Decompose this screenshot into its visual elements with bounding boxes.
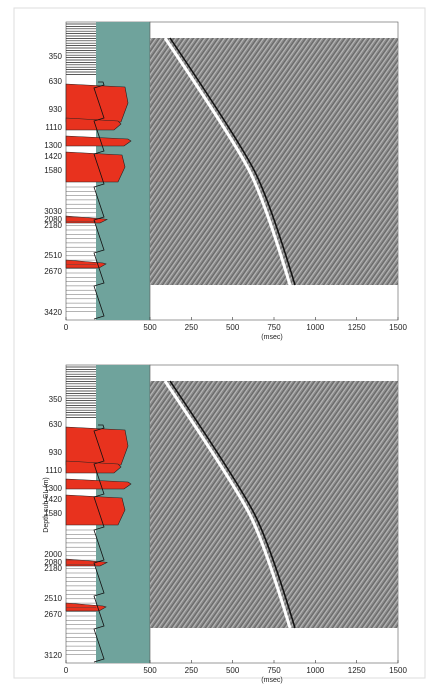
depth-label: 3420 xyxy=(44,308,62,317)
depth-label: 1110 xyxy=(45,123,62,132)
depth-label: 350 xyxy=(49,52,63,61)
x-tick-label: 750 xyxy=(267,666,281,675)
x-tick-label: 250 xyxy=(185,323,199,332)
depth-label: 930 xyxy=(49,448,63,457)
x-tick-label: 0 xyxy=(64,666,69,675)
seismic-data xyxy=(150,38,398,285)
page: 3506309301110130014201580303020802180251… xyxy=(0,0,439,686)
log-red xyxy=(66,495,125,525)
depth-label: 1420 xyxy=(44,152,62,161)
x-tick-label: 1500 xyxy=(389,323,407,332)
x-tick-label: 1500 xyxy=(389,666,407,675)
panel: 3506309301110130014201580303020802180251… xyxy=(44,22,407,341)
x-tick-label: 1250 xyxy=(348,666,366,675)
depth-label: 2670 xyxy=(44,267,62,276)
depth-label: 2670 xyxy=(44,610,62,619)
figure: 3506309301110130014201580303020802180251… xyxy=(0,0,439,686)
x-tick-label: 500 xyxy=(226,323,240,332)
depth-label: 930 xyxy=(49,105,63,114)
x-tick-label: 0 xyxy=(64,323,69,332)
x-tick-label: 1250 xyxy=(348,323,366,332)
depth-label: 2510 xyxy=(44,251,62,260)
depth-label: 1580 xyxy=(44,166,62,175)
x-tick-label: 500 xyxy=(143,323,157,332)
seismic-data xyxy=(150,381,398,628)
depth-label: 2510 xyxy=(44,594,62,603)
x-tick-label: 750 xyxy=(267,323,281,332)
depth-label: 2180 xyxy=(44,221,62,230)
x-tick-label: 1000 xyxy=(306,323,324,332)
x-axis-label: (msec) xyxy=(261,334,282,341)
x-tick-label: 500 xyxy=(226,666,240,675)
depth-label: 350 xyxy=(49,395,63,404)
x-tick-label: 250 xyxy=(185,666,199,675)
x-tick-label: 1000 xyxy=(306,666,324,675)
x-tick-label: 500 xyxy=(143,666,157,675)
depth-label: 3120 xyxy=(44,651,62,660)
depth-label: 630 xyxy=(49,77,63,86)
log-red xyxy=(66,84,128,122)
depth-label: 1300 xyxy=(44,141,62,150)
log-red xyxy=(66,427,128,465)
log-red xyxy=(66,152,125,182)
depth-label: 1110 xyxy=(45,466,62,475)
y-axis-label: Depth sub GL (m) xyxy=(43,477,50,532)
depth-label: 2180 xyxy=(44,564,62,573)
x-axis-label: (msec) xyxy=(261,677,282,684)
panel: 3506309301110130014201580200020802180251… xyxy=(43,365,408,684)
depth-label: 630 xyxy=(49,420,63,429)
